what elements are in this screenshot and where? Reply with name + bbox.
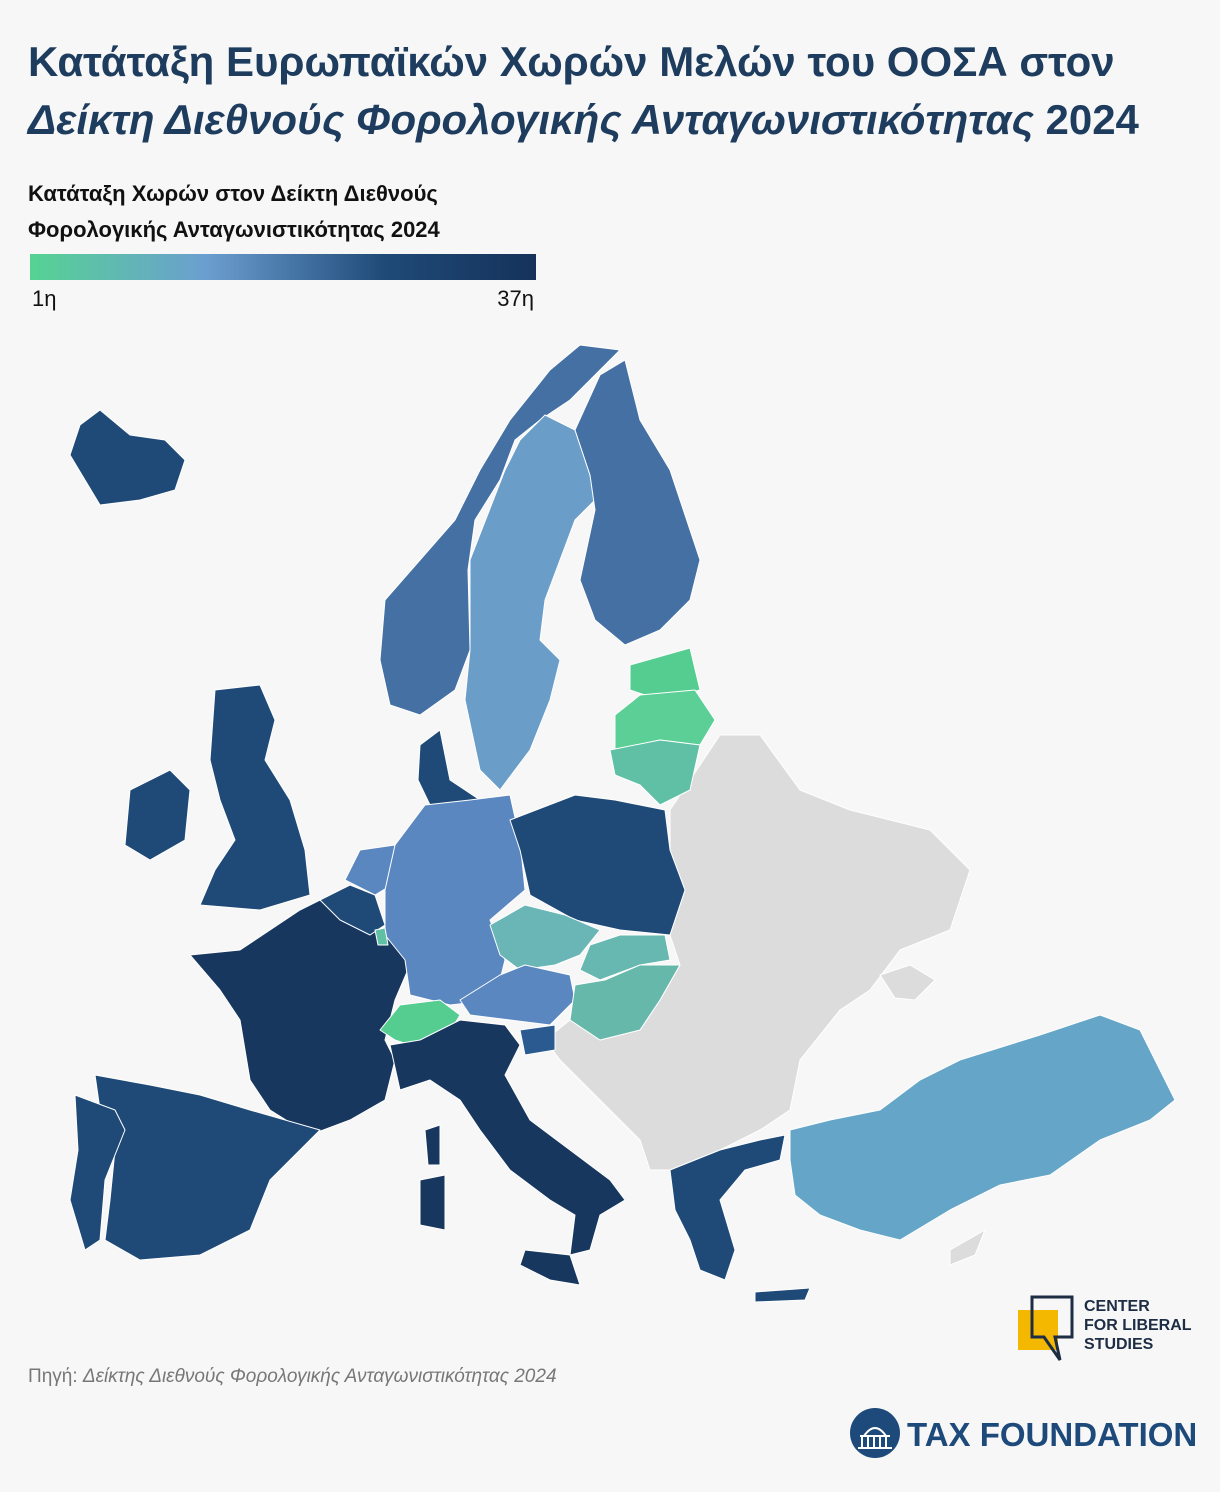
source-label: Πηγή: xyxy=(28,1366,78,1387)
tax-foundation-logo: TAX FOUNDATION xyxy=(850,1408,1197,1458)
title-year: 2024 xyxy=(1045,96,1139,143)
iceland xyxy=(69,409,186,506)
cls-icon-outline xyxy=(1030,1295,1074,1361)
finland xyxy=(574,359,701,646)
legend-gradient xyxy=(30,254,536,280)
non-member xyxy=(879,964,986,1266)
legend-title: Κατάταξη Χωρών στον Δείκτη Διεθνούς xyxy=(28,181,438,206)
source-text: Δείκτης Διεθνούς Φορολογικής Ανταγωνιστι… xyxy=(82,1366,557,1387)
france xyxy=(189,899,411,1136)
cls-text: FOR LIBERAL xyxy=(1084,1317,1192,1334)
uk xyxy=(199,684,311,911)
legend-title: Φορολογικής Ανταγωνιστικότητας 2024 xyxy=(28,217,441,242)
map xyxy=(69,344,1176,1303)
hungary xyxy=(569,964,681,1041)
cls-icon xyxy=(1018,1310,1058,1350)
luxembourg xyxy=(374,927,389,946)
tf-icon-dome xyxy=(858,1427,892,1449)
cls-text: STUDIES xyxy=(1084,1336,1154,1353)
cls-text: CENTER xyxy=(1084,1298,1150,1315)
title-text: Κατάταξη Ευρωπαϊκών Χωρών Μελών του ΟΟΣΑ… xyxy=(28,38,1115,85)
legend-high: 37η xyxy=(497,286,534,311)
italy xyxy=(389,1019,626,1286)
title-line1: Κατάταξη Ευρωπαϊκών Χωρών Μελών του ΟΟΣΑ… xyxy=(28,38,1115,85)
sweden xyxy=(464,414,596,791)
lithuania xyxy=(609,739,701,806)
ireland xyxy=(124,769,191,861)
poland xyxy=(509,794,686,936)
tf-text: TAX FOUNDATION xyxy=(907,1416,1197,1453)
tf-icon xyxy=(850,1408,900,1458)
title-line2: Δείκτη Διεθνούς Φορολογικής Ανταγωνιστικ… xyxy=(26,96,1140,143)
greece xyxy=(669,1134,811,1303)
source: Πηγή: Δείκτης Διεθνούς Φορολογικής Ανταγ… xyxy=(28,1366,557,1387)
turkey xyxy=(789,1014,1176,1241)
germany xyxy=(384,794,526,1006)
czechia xyxy=(489,904,601,971)
cls-logo: CENTER FOR LIBERAL STUDIES xyxy=(1018,1295,1192,1361)
legend-low: 1η xyxy=(32,286,56,311)
slovakia xyxy=(579,934,671,981)
slovenia xyxy=(519,1024,556,1056)
title-italic: Δείκτη Διεθνούς Φορολογικής Ανταγωνιστικ… xyxy=(26,96,1034,143)
portugal xyxy=(69,1094,126,1251)
